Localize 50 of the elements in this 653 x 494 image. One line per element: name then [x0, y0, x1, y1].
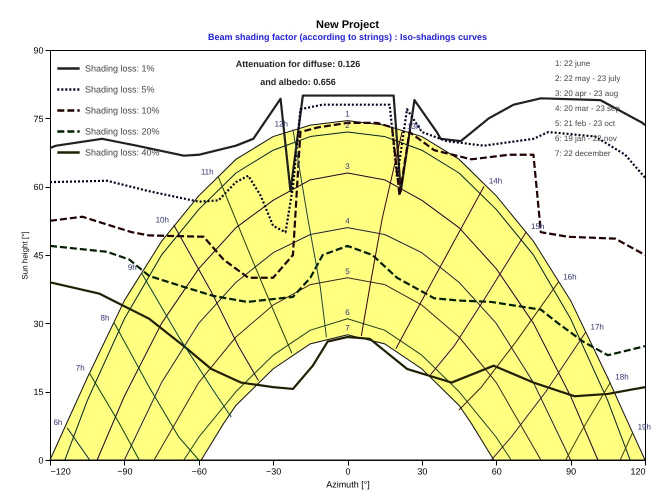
x-tick-label: −60	[192, 466, 207, 476]
legend-label: Shading loss: 20%	[85, 126, 160, 136]
y-axis-title: Sun height [°]	[20, 231, 30, 280]
annotation: 6: 19 jan - 22 nov	[555, 134, 617, 143]
annotation: 3: 20 apr - 23 aug	[555, 89, 618, 98]
x-tick-label: −120	[50, 466, 71, 476]
y-tick-label: 60	[33, 182, 44, 192]
annotation: 10h	[156, 215, 169, 224]
legend-label: Shading loss: 5%	[85, 84, 155, 94]
legend-label: Shading loss: 1%	[85, 64, 155, 74]
annotation: 7: 22 december	[555, 149, 611, 158]
x-tick-label: 30	[417, 466, 428, 476]
annotation: 15h	[531, 222, 544, 232]
y-tick-label: 45	[33, 250, 44, 260]
x-tick-label: −90	[117, 466, 133, 476]
annotation: 6	[345, 308, 350, 317]
x-tick-label: −30	[266, 466, 282, 476]
annotation: 6h	[53, 418, 62, 428]
annotation: 4	[345, 216, 350, 226]
y-tick-label: 0	[38, 456, 44, 466]
x-tick-label: 60	[492, 466, 502, 476]
x-tick-label: 90	[566, 466, 576, 476]
annotation: 16h	[563, 272, 577, 282]
annotation: 18h	[615, 372, 629, 382]
annotation: 14h	[488, 176, 502, 186]
chart-subtitle: Beam shading factor (according to strings) : Iso-shadings curves	[208, 32, 488, 42]
annotation: Attenuation for diffuse: 0.126	[236, 59, 360, 69]
annotation: 1	[345, 110, 350, 119]
y-tick-label: 75	[33, 114, 44, 124]
chart-title: New Project	[316, 19, 380, 31]
y-tick-label: 15	[33, 387, 44, 398]
x-tick-label: 0	[345, 466, 351, 476]
annotation: 17h	[590, 322, 604, 332]
annotation: 3	[345, 162, 350, 171]
annotation: 5: 21 feb - 23 oct	[555, 119, 616, 128]
annotation: 5	[345, 266, 350, 276]
annotation: 2: 22 may - 23 july	[555, 74, 620, 83]
annotation: 1: 22 june	[555, 59, 591, 68]
y-tick-label: 90	[33, 46, 44, 56]
annotation: 8h	[100, 313, 110, 322]
annotation: 11h	[200, 168, 214, 177]
x-axis-title: Azimuth [°]	[326, 480, 370, 490]
x-tick-label: 120	[630, 466, 646, 476]
annotation: 7h	[76, 363, 85, 372]
legend-label: Shading loss: 40%	[85, 148, 160, 158]
y-tick-label: 30	[33, 318, 44, 329]
annotation: and albedo: 0.656	[260, 77, 336, 87]
annotation: 7	[345, 324, 350, 333]
annotation: 9h	[128, 263, 137, 272]
legend-label: Shading loss: 10%	[85, 106, 160, 116]
